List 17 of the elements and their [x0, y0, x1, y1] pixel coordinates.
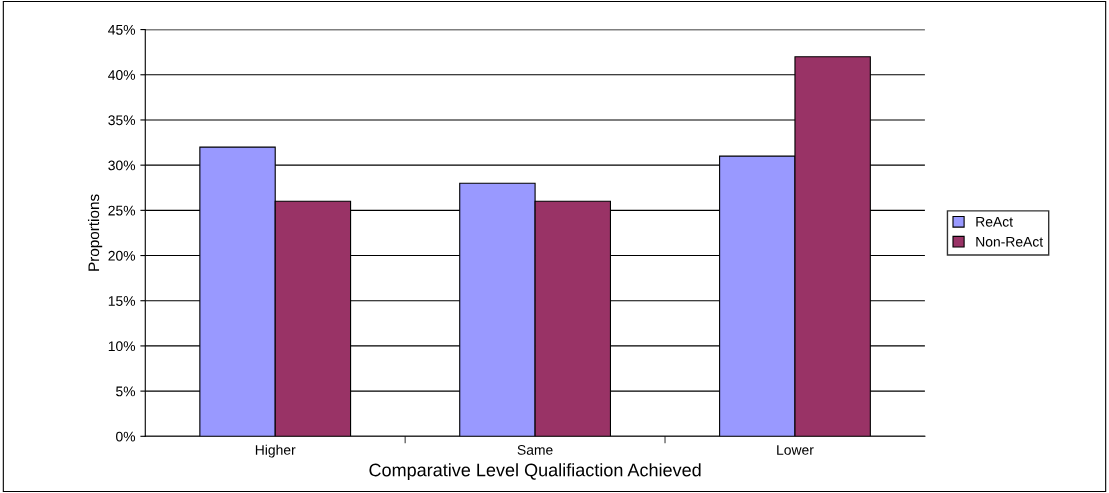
y-tick-label: 20%	[108, 250, 136, 261]
y-tick-label: 0%	[116, 431, 136, 442]
y-tick-label: 15%	[108, 296, 136, 306]
legend-label: Non-ReAct	[976, 237, 1044, 247]
x-tick-label: Higher	[255, 444, 296, 458]
legend-label: ReAct	[976, 217, 1013, 227]
y-tick-label: 35%	[108, 115, 136, 126]
y-tick-label: 30%	[108, 160, 136, 171]
x-tick-label: Same	[517, 445, 553, 455]
x-tick-label: Lower	[777, 445, 814, 455]
y-axis-title: Proportions	[87, 194, 103, 271]
y-tick-label: 25%	[108, 205, 136, 216]
x-axis-title: Comparative Level Qualifiaction Achieved	[369, 463, 701, 480]
y-tick-label: 5%	[116, 386, 136, 397]
y-tick-label: 45%	[108, 24, 136, 35]
y-tick-label: 40%	[108, 70, 136, 80]
y-tick-label: 10%	[108, 341, 136, 352]
